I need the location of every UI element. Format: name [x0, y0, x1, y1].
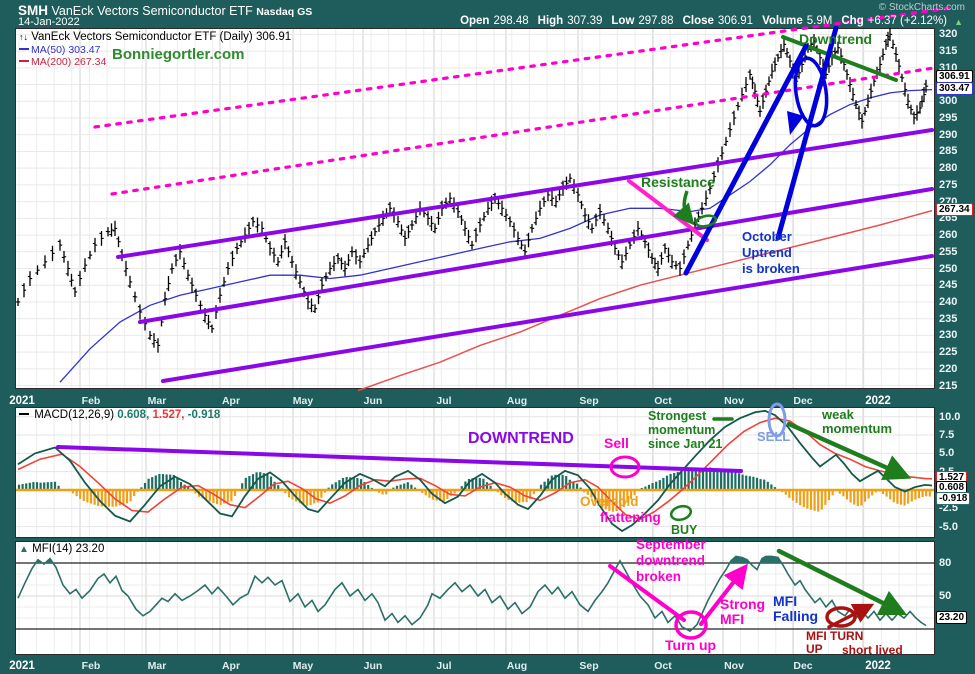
stat-label-low: Low — [611, 15, 635, 27]
macd-shape-0 — [56, 445, 743, 473]
stat-value-low: 297.88 — [638, 15, 674, 27]
mfi-shape-2 — [674, 610, 708, 640]
price-legend: ↑↓ VanEck Vectors Semiconductor ETF (Dai… — [19, 31, 291, 43]
macd-legend-value-2: -0.918 — [184, 409, 221, 421]
price-style-icon: ↑↓ — [19, 32, 28, 42]
macd-legend-value-0: 0.608, — [117, 409, 150, 421]
price-shape-0 — [93, 6, 952, 129]
macd-legend-label: MACD(12,26,9) — [34, 409, 115, 421]
header-row1: SMH VanEck Vectors Semiconductor ETF Nas… — [18, 3, 312, 18]
stat-value-chg: +6.37 (+2.12%) — [867, 15, 947, 27]
price-shape-3 — [138, 187, 934, 324]
mfi-area-icon: ▲ — [19, 544, 29, 555]
macd-line-swatch — [19, 413, 29, 415]
macd-legend-value-1: 1.527, — [149, 409, 185, 421]
exchange: Nasdaq GS — [256, 6, 313, 18]
price-shape-8 — [775, 25, 839, 241]
mfi-legend: ▲ MFI(14) 23.20 — [19, 543, 104, 555]
instrument-name: VanEck Vectors Semiconductor ETF — [51, 4, 253, 18]
ma50-legend: MA(50) 303.47 — [19, 44, 100, 56]
stat-label-volume: Volume — [762, 15, 803, 27]
stat-value-volume: 5.9M — [806, 15, 833, 27]
mfi-shape-0 — [608, 564, 686, 622]
macd-shape-3 — [609, 455, 641, 479]
price-shape-11 — [672, 190, 695, 226]
macd-shape-2 — [786, 421, 912, 480]
price-shape-2 — [116, 128, 934, 259]
stat-value-high: 307.39 — [567, 15, 603, 27]
mfi-legend-value: 23.20 — [75, 543, 105, 555]
stat-label-open: Open — [460, 15, 490, 27]
macd-legend-values: 0.608, 1.527, -0.918 — [117, 409, 220, 421]
price-legend-title: VanEck Vectors Semiconductor ETF (Daily)… — [31, 31, 292, 43]
price-shape-9 — [787, 111, 804, 135]
stat-value-close: 306.91 — [717, 15, 754, 27]
ma200-line-swatch — [19, 60, 29, 62]
quote-stats: Open 298.48 High 307.39 Low 297.88 Close 306.91… — [451, 15, 947, 27]
chart-date: 14-Jan-2022 — [18, 16, 80, 28]
macd-panel — [15, 407, 935, 538]
mfi-panel — [15, 541, 935, 655]
macd-legend: MACD(12,26,9) 0.608, 1.527, -0.918 — [19, 409, 220, 421]
macd-shape-5 — [669, 504, 693, 522]
price-shape-7 — [683, 43, 809, 276]
stat-label-chg: Chg — [841, 15, 864, 27]
mfi-shape-5 — [827, 603, 875, 629]
ma200-legend-label: MA(200) 267.34 — [31, 56, 107, 68]
price-shape-5 — [781, 35, 898, 82]
price-shape-4 — [161, 254, 934, 383]
mfi-shape-3 — [776, 548, 908, 616]
ma200-legend: MA(200) 267.34 — [19, 56, 106, 68]
price-shape-10 — [793, 56, 829, 128]
mfi-legend-label: MFI(14) — [32, 543, 73, 555]
macd-shape-4 — [767, 402, 787, 438]
stat-label-high: High — [537, 15, 564, 27]
mfi-shape-1 — [699, 563, 748, 626]
price-shape-6 — [627, 179, 709, 242]
symbol: SMH — [18, 3, 48, 18]
copyright: © StockCharts.com — [878, 2, 965, 13]
ma50-line-swatch — [19, 48, 29, 50]
stat-value-open: 298.48 — [493, 15, 529, 27]
price-shape-12 — [694, 214, 718, 228]
ma50-legend-label: MA(50) 303.47 — [31, 44, 101, 56]
watermark: Bonniegortler.com — [112, 46, 245, 63]
chg-up-arrow-icon: ▲ — [954, 17, 963, 27]
stat-label-close: Close — [682, 15, 714, 27]
